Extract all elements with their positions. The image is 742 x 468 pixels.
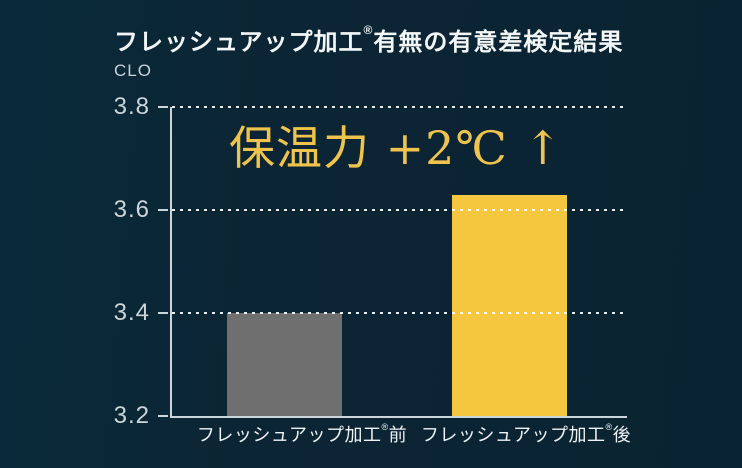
y-axis-tick bbox=[158, 106, 168, 108]
x-axis-label-text: フレッシュアップ加工 bbox=[420, 425, 606, 445]
y-axis-unit-label: CLO bbox=[114, 61, 152, 80]
x-axis-label-text-suffix: 後 bbox=[612, 425, 632, 445]
gridline bbox=[172, 312, 627, 314]
y-axis-tick bbox=[158, 415, 168, 417]
bar-before bbox=[227, 313, 342, 416]
gridline bbox=[172, 209, 627, 211]
annotation-text: 保温力 +2℃ ↑ bbox=[228, 121, 564, 175]
registered-trademark-symbol: ® bbox=[363, 23, 374, 37]
chart-title-text-suffix: 有無の有意差検定結果 bbox=[373, 29, 624, 56]
y-axis-tick bbox=[158, 209, 168, 211]
x-axis-label-text: フレッシュアップ加工 bbox=[196, 425, 382, 445]
y-axis-tick-label: 3.8 bbox=[113, 93, 150, 120]
x-axis-label-text-suffix: 前 bbox=[388, 425, 408, 445]
x-axis-label: フレッシュアップ加工®後 bbox=[421, 421, 631, 447]
registered-trademark-symbol: ® bbox=[381, 422, 389, 432]
bar-after bbox=[452, 195, 567, 416]
y-axis-tick-label: 3.4 bbox=[113, 299, 150, 326]
x-axis-label: フレッシュアップ加工®前 bbox=[197, 421, 407, 447]
y-axis-tick bbox=[158, 312, 168, 314]
chart-title: フレッシュアップ加工®有無の有意差検定結果 bbox=[114, 22, 623, 57]
y-axis-tick-label: 3.6 bbox=[113, 196, 150, 223]
registered-trademark-symbol: ® bbox=[605, 422, 613, 432]
plot-area bbox=[170, 106, 627, 418]
y-axis-tick-label: 3.2 bbox=[113, 402, 150, 429]
chart-title-text: フレッシュアップ加工 bbox=[114, 29, 364, 56]
gridline bbox=[172, 106, 627, 108]
